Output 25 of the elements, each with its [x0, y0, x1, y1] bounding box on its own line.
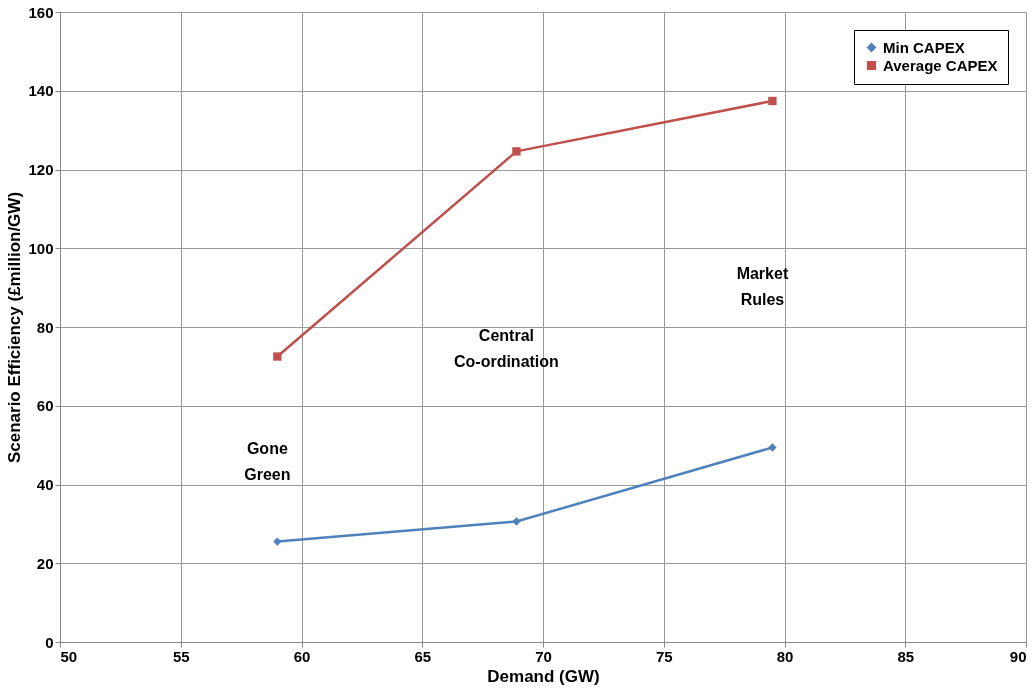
y-tick-label: 100: [28, 239, 54, 257]
legend-label: Average CAPEX: [883, 56, 998, 74]
y-tick-label: 160: [28, 3, 54, 21]
x-tick-label: 75: [655, 647, 673, 665]
y-tick-label: 60: [36, 397, 54, 415]
y-tick-label: 140: [28, 82, 54, 100]
x-tick-label: 60: [293, 647, 311, 665]
y-tick-label: 40: [36, 476, 54, 493]
x-tick-label: 55: [172, 647, 190, 665]
x-axis-title: Demand (GW): [487, 666, 600, 686]
x-tick-label: 85: [897, 647, 915, 665]
annotation: Central Co-ordination: [454, 327, 559, 371]
x-tick-label: 80: [776, 647, 794, 665]
y-tick-label: 80: [36, 318, 54, 336]
x-tick-label: 65: [414, 647, 432, 665]
annotation: Market Rules: [736, 265, 789, 309]
y-axis-title: Scenario Efficiency (£million/GW): [5, 191, 25, 464]
y-tick-label: 20: [36, 554, 54, 572]
annotation: Gone Green: [244, 440, 291, 484]
legend-label: Min CAPEX: [883, 38, 965, 56]
x-tick-label: 90: [1009, 647, 1027, 665]
x-tick-label: 70: [535, 647, 552, 665]
y-tick-label: 0: [45, 633, 54, 651]
y-tick-label: 120: [28, 161, 54, 178]
x-tick-label: 50: [60, 647, 78, 665]
